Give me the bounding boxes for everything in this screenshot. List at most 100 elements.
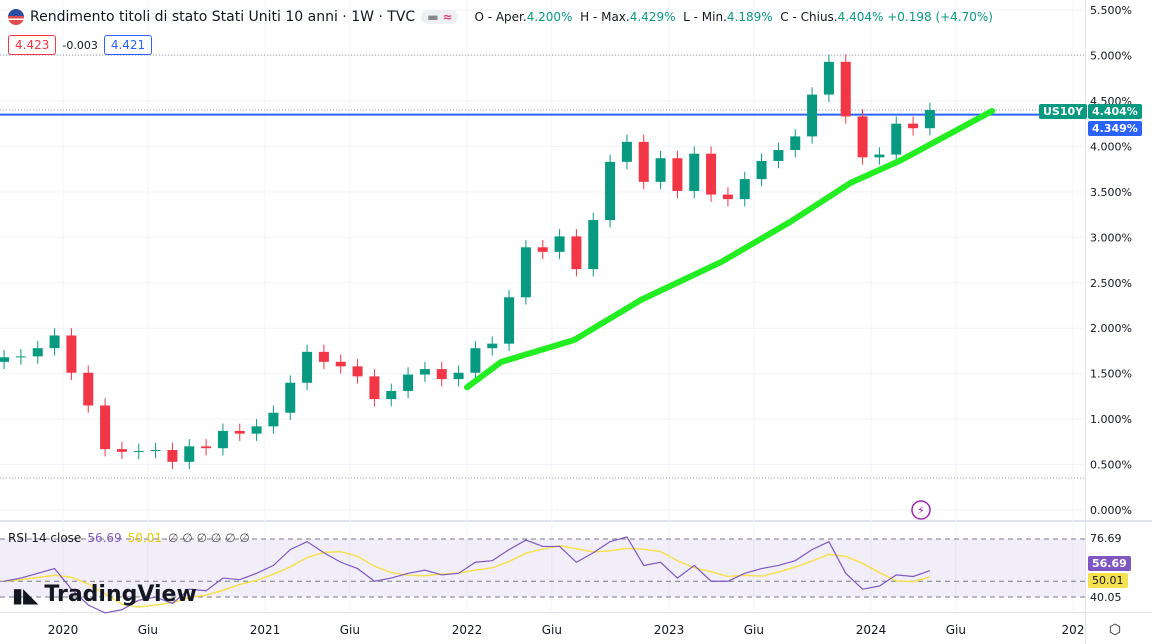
last-price-tag: 4.404% (1088, 104, 1142, 119)
candle (571, 236, 582, 270)
candle (167, 450, 178, 462)
candle (908, 123, 919, 129)
candle (251, 426, 262, 434)
symbol-title[interactable]: Rendimento titoli di stato Stati Uniti 1… (30, 9, 416, 25)
candle (419, 369, 430, 375)
time-axis-border (0, 612, 1152, 613)
rsi-value: 56.69 (87, 531, 122, 545)
us-flag-icon (8, 9, 24, 25)
buy-price[interactable]: 4.421 (103, 35, 153, 55)
candle (335, 361, 346, 367)
rsi-legend: RSI 14 close 56.69 50.01 ∅ ∅ ∅ ∅ ∅ ∅ (8, 531, 250, 545)
x-tick-label: Giu (340, 623, 360, 637)
x-tick-label: Giu (138, 623, 158, 637)
candle (453, 372, 464, 380)
y-tick-label: 1.000% (1090, 413, 1132, 426)
candle (857, 116, 868, 158)
trend-line (464, 107, 996, 391)
candle (891, 123, 902, 155)
y-tick-label: 1.500% (1090, 368, 1132, 381)
candle (150, 450, 161, 452)
x-tick-label: 2024 (856, 623, 887, 637)
candle (234, 430, 245, 434)
y-tick-label: 3.000% (1090, 231, 1132, 244)
y-tick-label: 5.500% (1090, 4, 1132, 17)
candle (100, 405, 111, 450)
lightning-icon (911, 500, 931, 520)
candle (706, 153, 717, 195)
ohlc-legend: O - Aper.4.200% H - Max.4.429% L - Min.4… (474, 10, 993, 24)
candle (504, 297, 515, 344)
candle (268, 412, 279, 427)
y-tick-label: 3.500% (1090, 186, 1132, 199)
candle (807, 94, 818, 137)
candle (722, 194, 733, 200)
candle (116, 449, 127, 452)
candle (554, 236, 565, 252)
candle (285, 382, 296, 413)
candle (403, 374, 414, 391)
candle (924, 110, 935, 129)
x-tick-label: 2022 (452, 623, 483, 637)
candle (66, 335, 77, 373)
symbol-tag: US10Y (1039, 104, 1088, 119)
tradingview-logo[interactable]: ▮◣ TradingView (12, 582, 197, 607)
settings-icon[interactable]: ⬡ (1109, 622, 1121, 638)
candle (756, 160, 767, 180)
candle (133, 450, 144, 452)
candle (672, 158, 683, 191)
candle (369, 376, 380, 400)
candle (621, 141, 632, 162)
visibility-toggle[interactable]: ▬ ≈ (421, 10, 459, 24)
y-tick-label: 4.000% (1090, 140, 1132, 153)
rsi-title[interactable]: RSI 14 close (8, 531, 82, 545)
candle (638, 141, 649, 182)
candle (520, 247, 531, 298)
rsi-value-tag: 56.69 (1088, 556, 1131, 571)
candle (773, 150, 784, 161)
candle (49, 335, 60, 349)
candle (487, 343, 498, 349)
rsi-ma-value: 50.01 (127, 531, 163, 545)
quote-boxes: 4.423 -0.003 4.421 (8, 35, 153, 55)
candle (83, 372, 94, 406)
candle (689, 153, 700, 191)
candle (15, 356, 26, 358)
sell-price[interactable]: 4.423 (8, 35, 57, 55)
candle (0, 357, 10, 362)
candle (537, 247, 548, 252)
candle (436, 369, 447, 380)
candle (352, 366, 363, 377)
y-tick-label: 5.000% (1090, 50, 1132, 63)
candle (588, 220, 599, 270)
candle (790, 136, 801, 151)
candle (318, 351, 329, 362)
candle (655, 158, 666, 182)
x-tick-label: 202 (1062, 623, 1085, 637)
y-tick-label: 0.000% (1090, 504, 1132, 517)
pane-separator (0, 520, 1152, 522)
spread: -0.003 (62, 38, 98, 52)
candle (739, 179, 750, 200)
x-tick-label: 2023 (654, 623, 685, 637)
price-axis-border (1085, 0, 1086, 644)
candle (302, 351, 313, 383)
candle (470, 348, 481, 373)
candle (184, 446, 195, 462)
lightning-icon-glyph: ⚡ (917, 504, 925, 517)
candle (217, 430, 228, 449)
x-tick-label: Giu (744, 623, 764, 637)
candle (386, 390, 397, 400)
y-tick-label: 0.500% (1090, 459, 1132, 472)
candle (201, 446, 212, 449)
x-tick-label: 2021 (250, 623, 281, 637)
rsi-ma-line (4, 544, 931, 608)
rsi-axis-bottom: 40.05 (1090, 591, 1122, 604)
x-tick-label: 2020 (48, 623, 79, 637)
x-tick-label: Giu (542, 623, 562, 637)
rsi-line (3, 536, 931, 614)
rsi-axis-top: 76.69 (1090, 532, 1122, 545)
candle (32, 348, 43, 357)
y-tick-label: 2.500% (1090, 277, 1132, 290)
